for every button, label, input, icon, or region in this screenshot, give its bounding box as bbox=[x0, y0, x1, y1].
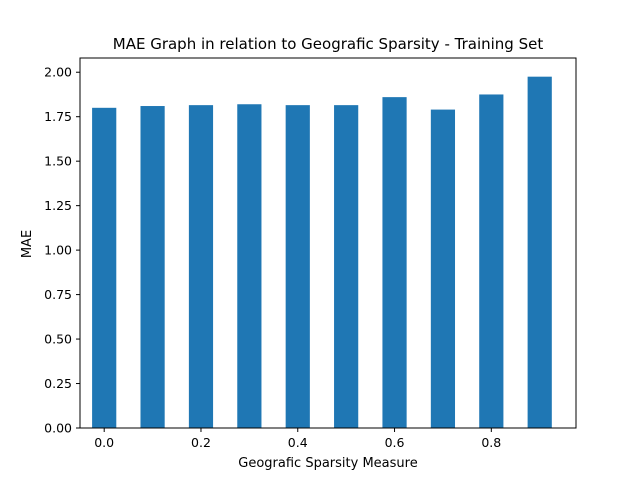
bar-0.1 bbox=[140, 106, 165, 429]
bar-0.7 bbox=[430, 109, 456, 428]
x-tick-label: 0.4 bbox=[288, 435, 308, 450]
bar-0.9 bbox=[527, 76, 552, 428]
x-tick-label: 0.6 bbox=[385, 435, 405, 450]
y-tick-label: 1.25 bbox=[44, 198, 72, 213]
y-tick-label: 2.00 bbox=[44, 65, 72, 80]
bar-0.2 bbox=[188, 105, 214, 429]
y-tick-label: 0.25 bbox=[44, 376, 72, 391]
x-axis-label: Geografic Sparsity Measure bbox=[238, 456, 417, 471]
bar-0.6 bbox=[382, 97, 407, 428]
bar-0.8 bbox=[479, 94, 504, 429]
x-tick-label: 0.2 bbox=[191, 435, 211, 450]
y-tick-label: 0.00 bbox=[44, 421, 72, 436]
y-tick-label: 1.00 bbox=[44, 243, 72, 258]
bars-layer bbox=[92, 76, 552, 429]
plot-frame bbox=[79, 57, 577, 429]
chart-title: MAE Graph in relation to Geografic Spars… bbox=[113, 35, 544, 53]
bar-0 bbox=[92, 107, 117, 429]
x-tick-label: 0.8 bbox=[481, 435, 501, 450]
bar-0.4 bbox=[285, 105, 310, 429]
y-tick-label: 0.50 bbox=[44, 332, 72, 347]
axes-layer: 0.0 0.2 0.4 0.6 0.8 0.00 0.25 0.50 0.75 1.00 1.25 1… bbox=[44, 57, 577, 450]
x-tick-label: 0.0 bbox=[94, 435, 114, 450]
y-axis-label: MAE bbox=[20, 230, 35, 258]
y-tick-label: 1.75 bbox=[44, 109, 72, 124]
bar-0.3 bbox=[237, 104, 262, 428]
y-tick-label: 1.50 bbox=[44, 154, 72, 169]
bar-0.5 bbox=[334, 105, 359, 429]
y-tick-label: 0.75 bbox=[44, 287, 72, 302]
